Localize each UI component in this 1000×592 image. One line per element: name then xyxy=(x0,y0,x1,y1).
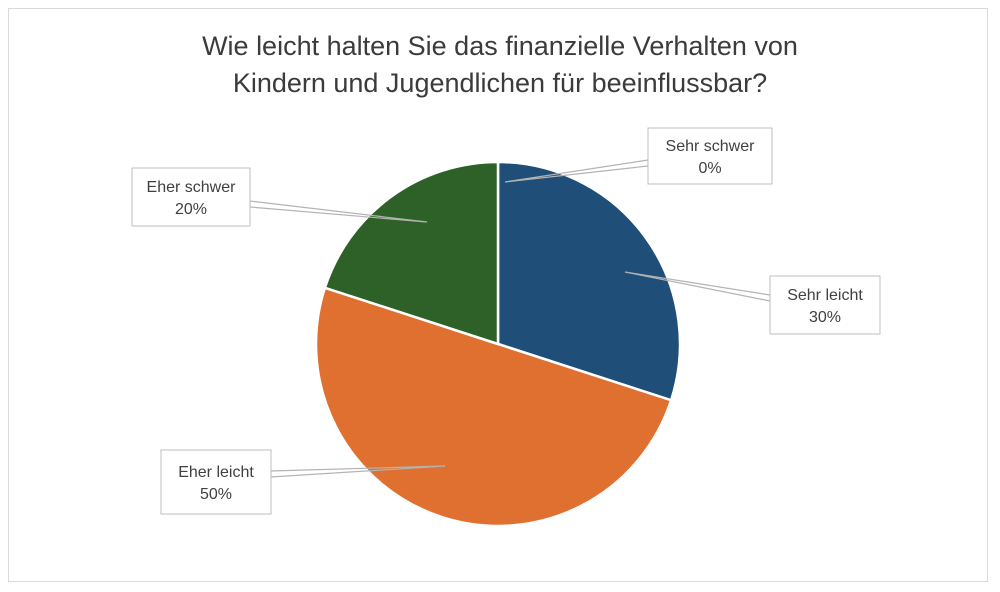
slice-sehr-leicht xyxy=(496,160,682,402)
data-label-box xyxy=(160,449,272,515)
data-label-value: 30% xyxy=(809,309,841,326)
pie-slices xyxy=(314,160,682,527)
chart-title: Wie leicht halten Sie das finanzielle Ve… xyxy=(0,28,1000,102)
data-label-value: 50% xyxy=(200,486,232,503)
data-label-box xyxy=(131,167,251,227)
data-label-eher-schwer: Eher schwer 20% xyxy=(131,167,251,227)
data-label-box xyxy=(647,127,773,185)
data-label-category: Sehr schwer xyxy=(666,138,756,155)
data-label-value: 20% xyxy=(175,201,207,218)
data-label-sehr-leicht: Sehr leicht 30% xyxy=(769,275,881,335)
chart-title-line-1: Wie leicht halten Sie das finanzielle Ve… xyxy=(202,31,798,61)
data-label-sehr-schwer: Sehr schwer 0% xyxy=(647,127,773,185)
data-label-category: Sehr leicht xyxy=(787,287,863,304)
data-label-category: Eher leicht xyxy=(178,464,254,481)
data-label-eher-leicht: Eher leicht 50% xyxy=(160,449,272,515)
data-label-value: 0% xyxy=(698,160,721,177)
slice-eher-leicht xyxy=(314,286,673,527)
data-label-box xyxy=(769,275,881,335)
data-label-category: Eher schwer xyxy=(147,179,237,196)
slice-eher-schwer xyxy=(323,160,500,346)
data-labels: Sehr schwer 0% Sehr leicht 30% Eher leicht 50… xyxy=(131,127,881,515)
chart-title-line-2: Kindern und Jugendlichen für beeinflussb… xyxy=(232,68,768,98)
